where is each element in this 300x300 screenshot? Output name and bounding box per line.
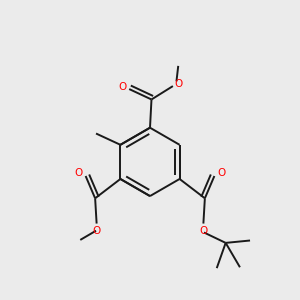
Text: O: O [74,168,83,178]
Text: O: O [218,168,226,178]
Text: O: O [200,226,208,236]
Text: O: O [92,226,100,236]
Text: O: O [174,79,182,89]
Text: O: O [118,82,127,92]
